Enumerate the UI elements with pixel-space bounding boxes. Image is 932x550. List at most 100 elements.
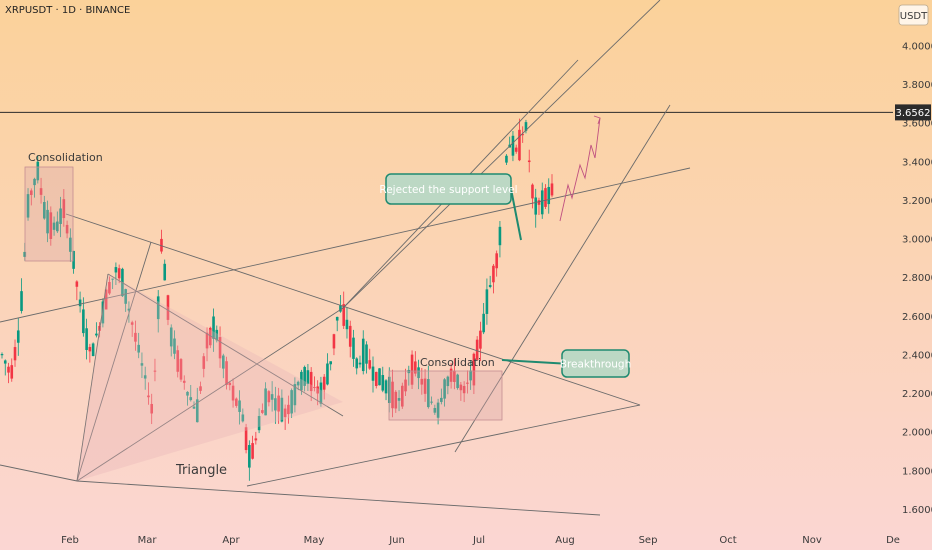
candle-body: [147, 395, 150, 398]
candle-body: [228, 382, 232, 386]
candle-body: [0, 353, 4, 356]
candle-body: [69, 237, 72, 252]
candle-body: [140, 363, 144, 366]
candle-body: [495, 253, 498, 269]
candle-body: [404, 379, 407, 392]
candle-body: [417, 367, 420, 379]
candle-body: [241, 414, 245, 422]
trend-line: [76, 307, 344, 482]
candle-body: [378, 368, 381, 386]
candle-body: [427, 379, 430, 408]
candle-body: [414, 361, 417, 374]
candle-body: [56, 221, 59, 232]
candle-body: [104, 289, 108, 310]
price-tick-label: 3.0000: [902, 235, 932, 246]
consolidation-box-1: [24, 166, 74, 262]
candle-body: [182, 380, 186, 383]
trend-line: [454, 104, 671, 453]
candle-body: [397, 398, 401, 401]
price-tick-label: 1.8000: [902, 466, 932, 477]
candle-body: [39, 188, 43, 195]
candle-body: [270, 394, 274, 400]
consolidation-box-2: [388, 370, 503, 421]
candle-body: [16, 330, 20, 343]
candle-body: [46, 209, 49, 234]
projection-arrowhead: [593, 115, 601, 125]
symbol-header: XRPUSDT · 1D · BINANCE: [5, 5, 131, 16]
candle-body: [49, 212, 53, 239]
price-tick-label: 2.4000: [902, 350, 932, 361]
candle-body: [130, 322, 134, 325]
candle-body: [91, 343, 95, 357]
candle-body: [462, 385, 466, 394]
candle-body: [231, 385, 235, 401]
candle-body: [153, 370, 157, 372]
candle-body: [443, 379, 446, 399]
candle-body: [274, 398, 277, 411]
candle-body: [296, 381, 300, 386]
currency-badge: [898, 4, 929, 26]
candle-body: [59, 208, 62, 224]
candle-body: [361, 338, 365, 372]
price-tick-label: 3.2000: [902, 196, 932, 207]
candle-body: [20, 291, 23, 311]
time-tick-label: May: [304, 535, 325, 546]
candle-body: [222, 355, 225, 369]
candle-body: [339, 305, 342, 312]
candle-body: [384, 380, 388, 394]
candle-body: [469, 370, 472, 381]
candle-body: [82, 309, 85, 334]
price-tick-label: 2.6000: [902, 312, 932, 323]
candle-body: [391, 381, 394, 409]
candle-body: [205, 332, 209, 349]
candle-body: [459, 384, 463, 391]
triangle-shading: [77, 274, 343, 481]
trend-line: [107, 273, 344, 417]
candle-body: [466, 382, 469, 384]
candle-body: [10, 365, 14, 379]
triangle-label: Triangle: [175, 463, 227, 478]
candle-body: [202, 356, 206, 369]
candle-body: [374, 371, 378, 386]
candle-body: [7, 366, 10, 373]
candle-body: [420, 378, 424, 385]
candle-body: [280, 397, 284, 422]
candle-body: [199, 386, 202, 391]
projection-path: [559, 117, 601, 222]
candle-body: [186, 391, 189, 396]
candle-body: [352, 337, 355, 359]
candle-body: [410, 354, 414, 385]
candle-body: [95, 333, 98, 336]
candle-body: [440, 397, 443, 402]
trend-line: [342, 0, 661, 309]
candle-body: [303, 366, 306, 386]
candle-body: [511, 135, 515, 156]
trend-line: [246, 404, 641, 487]
price-tick-label: 1.6000: [902, 505, 932, 516]
candle-body: [75, 281, 79, 287]
time-tick-label: Jun: [388, 535, 405, 546]
candle-body: [381, 375, 385, 391]
trend-line: [0, 167, 691, 323]
candle-body: [326, 363, 329, 385]
candle-body: [550, 183, 554, 196]
rejected-callout-pointer: [510, 188, 522, 241]
candle-body: [449, 368, 453, 382]
candle-body: [108, 281, 111, 294]
candle-body: [117, 268, 121, 279]
candle-body: [33, 178, 36, 186]
trend-line: [76, 273, 109, 482]
candle-body: [101, 301, 105, 324]
candle-body: [319, 382, 323, 404]
candle-body: [189, 397, 193, 401]
candle-body: [430, 401, 433, 403]
candle-body: [218, 337, 222, 359]
candle-body: [254, 438, 258, 441]
candle-body: [143, 375, 147, 379]
candle-body: [492, 265, 495, 283]
price-tick-label: 3.6000: [902, 119, 932, 130]
rejected-callout-label: Rejected the support level: [379, 184, 517, 196]
